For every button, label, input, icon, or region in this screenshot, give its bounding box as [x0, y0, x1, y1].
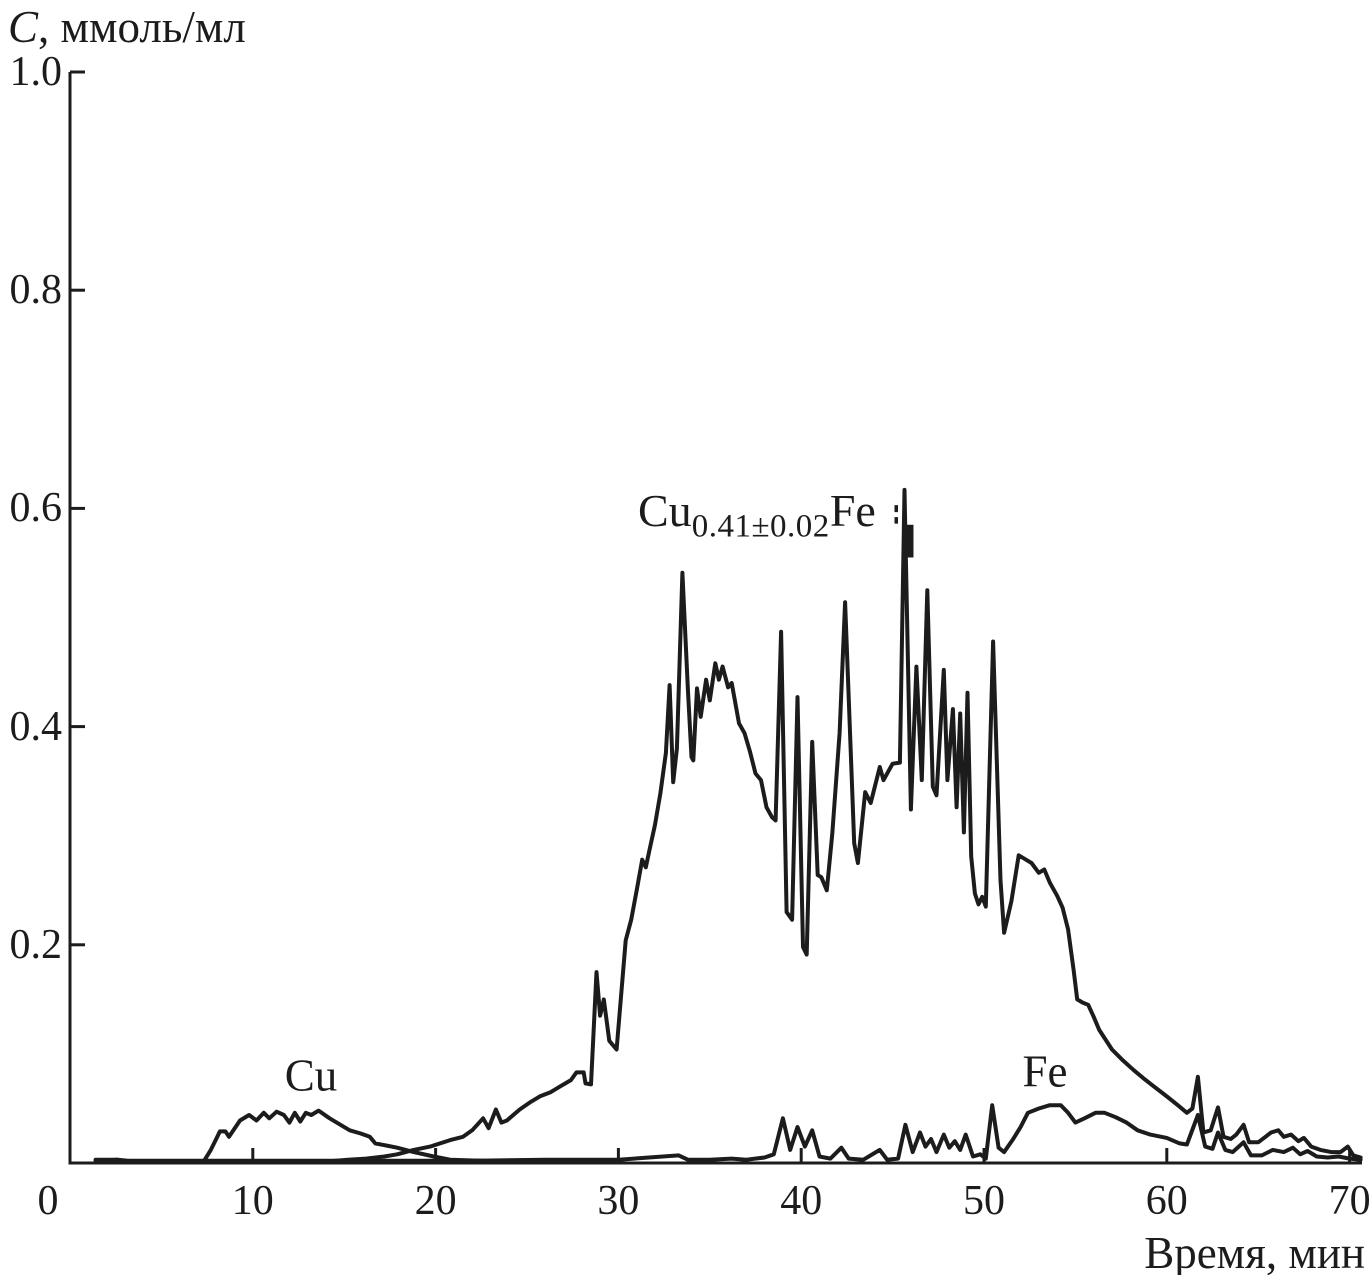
curve-cu041002fe — [320, 487, 1363, 1164]
y-tick-label-1.0: 1.0 — [9, 49, 63, 95]
curve-label-cufe: Cu0.41±0.02Fe — [638, 488, 876, 544]
curve-label-cu: Cu — [284, 1050, 338, 1101]
x-tick-label-60: 60 — [1145, 1178, 1188, 1224]
y-axis-symbol: C — [8, 2, 39, 52]
axes-lines — [68, 72, 1362, 1165]
curve-label-fe: Fe — [1022, 1046, 1068, 1097]
y-axis-units: , ммоль/мл — [38, 2, 246, 52]
curve-fe — [93, 1103, 1363, 1163]
x-tick-label-30: 30 — [597, 1178, 640, 1224]
x-axis-title: Время, мин — [1144, 1228, 1365, 1275]
curve-cu — [93, 1108, 511, 1164]
cufe-subscript: 0.41±0.02 — [691, 508, 830, 545]
x-tick-label-10: 10 — [231, 1178, 274, 1224]
x-tick-label-40: 40 — [780, 1178, 823, 1224]
y-tick-label-0.8: 0.8 — [9, 267, 63, 314]
print-artifact-bar — [906, 524, 914, 558]
x-tick-label-50: 50 — [963, 1178, 1005, 1224]
y-axis-title: C, ммоль/мл — [8, 2, 246, 52]
y-tick-label-0.6: 0.6 — [9, 485, 63, 532]
x-tick-label-0: 0 — [37, 1178, 59, 1224]
cufe-prefix: Cu — [638, 485, 692, 536]
x-tick-label-20: 20 — [414, 1178, 457, 1224]
cufe-suffix: Fe — [829, 485, 876, 536]
y-tick-label-0.2: 0.2 — [9, 921, 63, 968]
y-tick-label-0.4: 0.4 — [9, 703, 63, 750]
x-tick-label-70: 70 — [1328, 1178, 1371, 1224]
